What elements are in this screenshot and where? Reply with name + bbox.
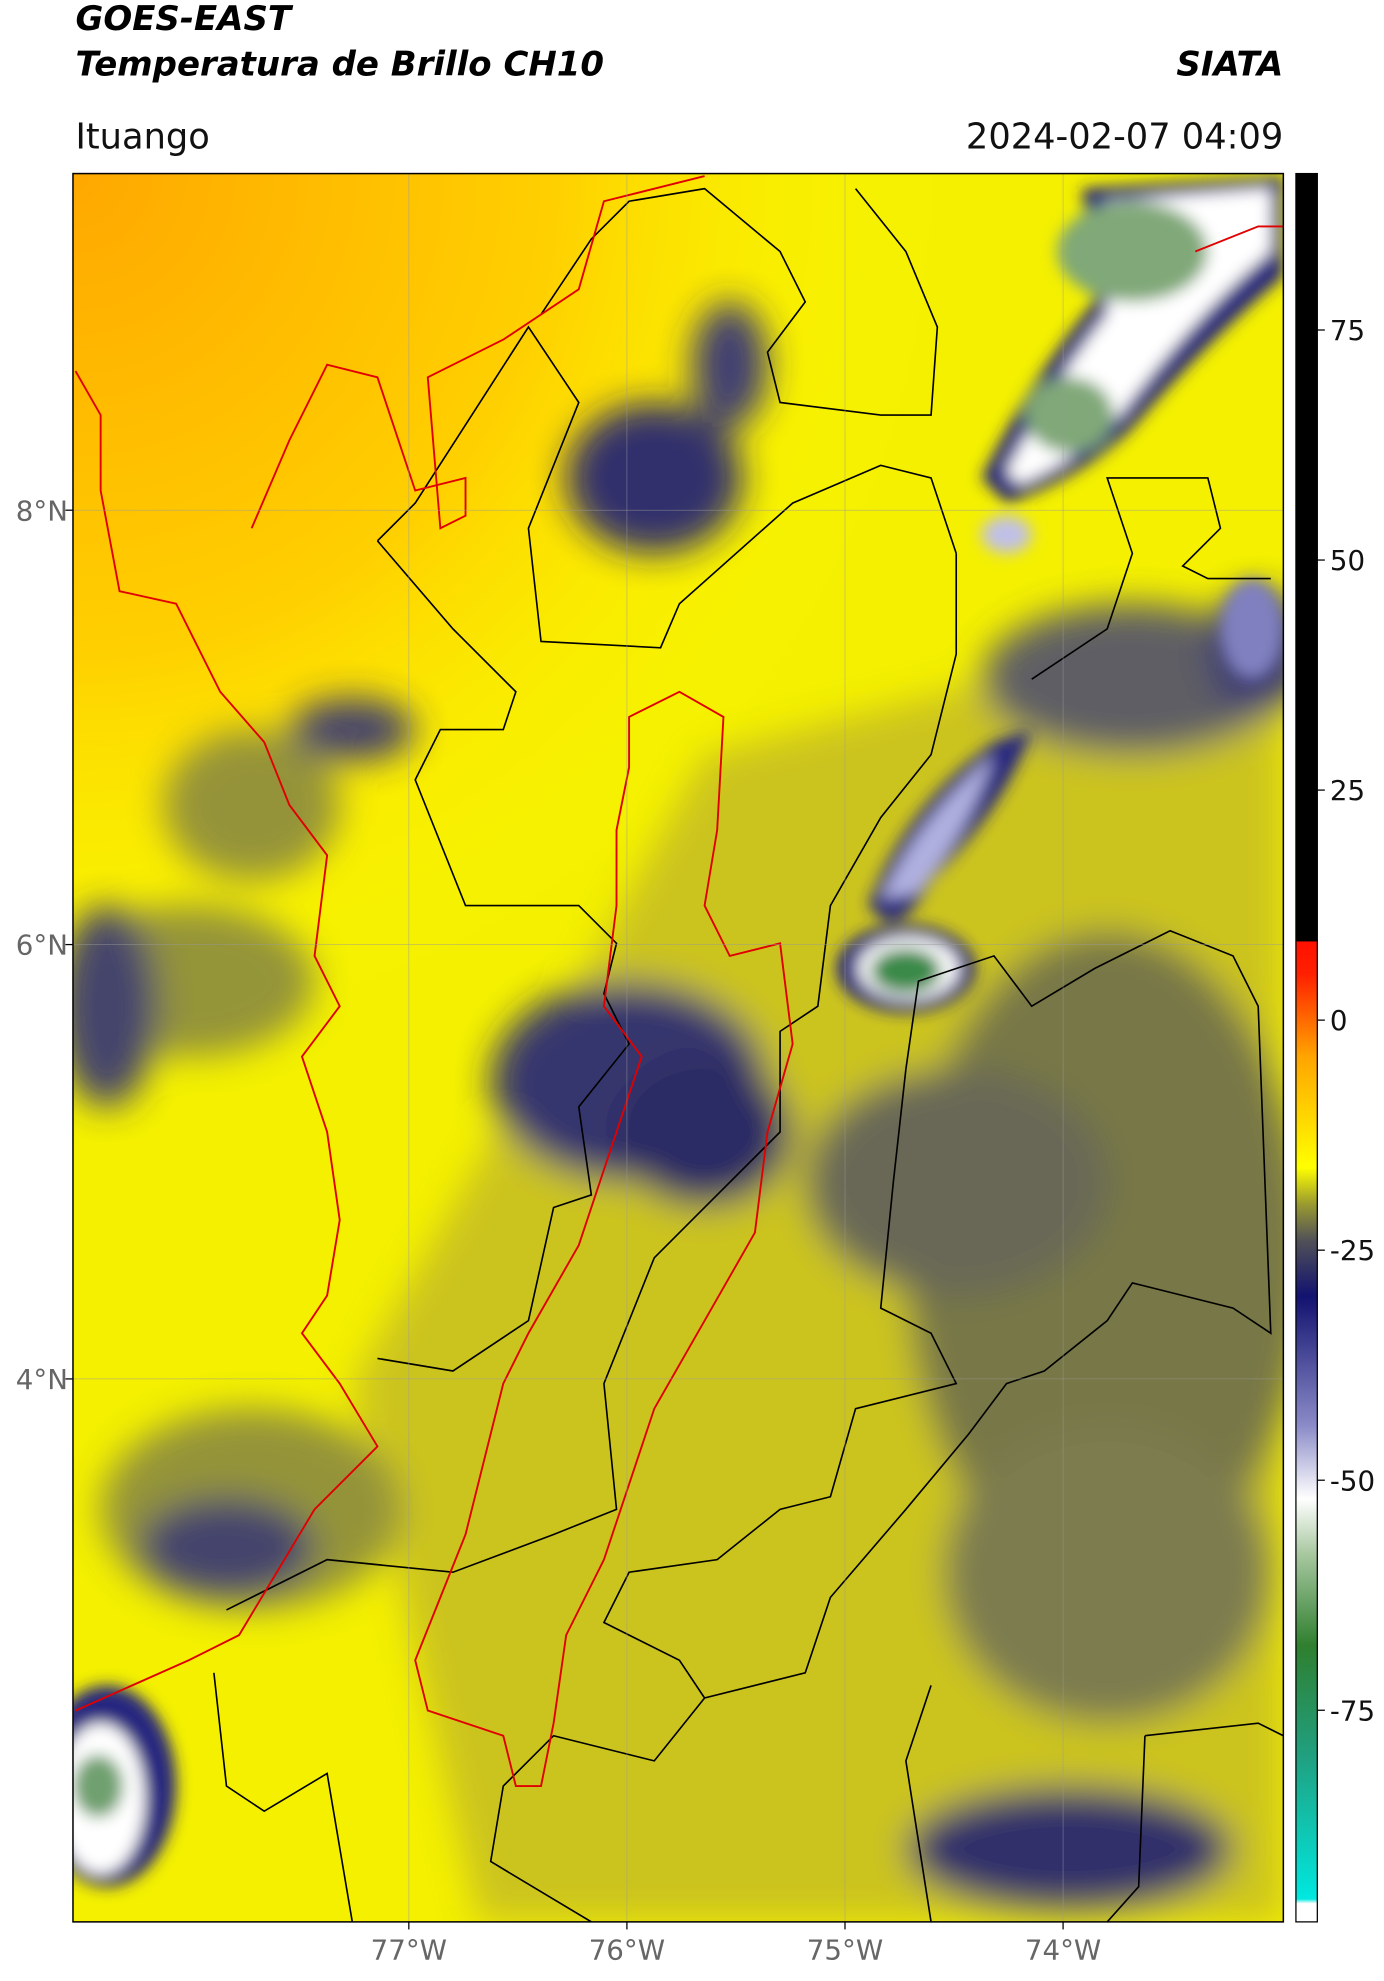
datetime: 2024-02-07 04:09 <box>966 116 1283 157</box>
x-tick-label: 74°W <box>1025 1934 1101 1967</box>
map-frame <box>72 172 1285 1923</box>
brand: SIATA <box>1176 44 1283 84</box>
y-tick-label: 4°N <box>16 1363 68 1396</box>
satellite-image <box>72 173 1284 1922</box>
colorbar-tick-label: -25 <box>1330 1234 1375 1267</box>
colorbar-tick-label: 25 <box>1330 774 1365 807</box>
x-tick-label: 76°W <box>589 1934 665 1967</box>
x-tick-label: 75°W <box>807 1934 883 1967</box>
colorbar-tick-label: 50 <box>1330 544 1365 577</box>
colorbar-tick-label: 0 <box>1330 1004 1348 1037</box>
location: Ituango <box>75 116 209 157</box>
colorbar-tick-label: -75 <box>1330 1694 1375 1727</box>
subtitle: Temperatura de Brillo CH10 <box>75 44 604 84</box>
y-tick-label: 8°N <box>16 494 68 527</box>
title: GOES-EAST <box>75 0 293 39</box>
colorbar <box>1295 172 1318 1923</box>
x-tick-label: 77°W <box>371 1934 447 1967</box>
graticule <box>72 173 1284 1922</box>
y-tick-label: 6°N <box>16 929 68 962</box>
colorbar-tick-label: -50 <box>1330 1464 1375 1497</box>
colorbar-tick-label: 75 <box>1330 314 1365 347</box>
